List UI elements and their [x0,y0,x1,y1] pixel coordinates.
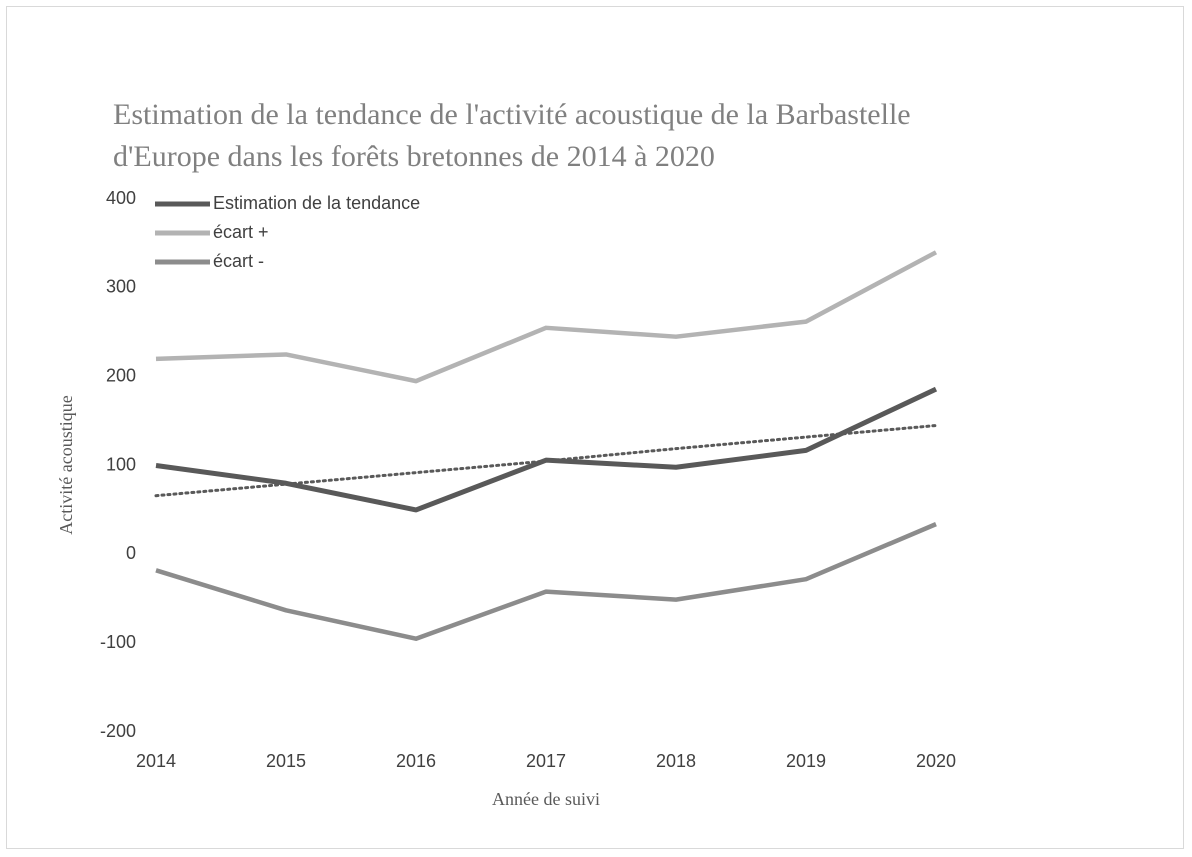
chart-title: Estimation de la tendance de l'activité … [113,98,911,173]
x-tick-label: 2017 [526,751,566,771]
legend-label: écart + [213,222,269,242]
series-line [155,386,938,513]
y-tick-label: 200 [106,365,136,385]
legend-label: Estimation de la tendance [213,193,420,213]
chart-frame [6,6,1184,849]
x-tick-label: 2014 [136,751,176,771]
series-line [155,522,937,641]
legend-label: écart - [213,251,264,271]
y-tick-label: -200 [100,721,136,741]
y-tick-label: 100 [106,454,136,474]
x-axis-title: Année de suivi [492,789,600,809]
x-tick-label: 2016 [396,751,436,771]
x-tick-label: 2019 [786,751,826,771]
y-tick-label: 300 [106,277,136,297]
y-tick-label: 400 [106,188,136,208]
y-tick-label: -100 [100,632,136,652]
y-tick-label: 0 [126,543,136,563]
x-tick-label: 2020 [916,751,956,771]
x-tick-label: 2018 [656,751,696,771]
y-axis-title: Activité acoustique [56,395,76,534]
x-tick-label: 2015 [266,751,306,771]
series-line [155,250,938,384]
